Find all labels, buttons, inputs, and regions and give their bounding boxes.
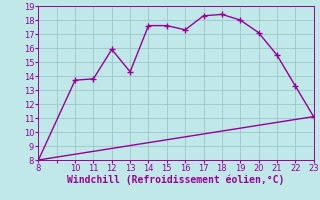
X-axis label: Windchill (Refroidissement éolien,°C): Windchill (Refroidissement éolien,°C) [67, 175, 285, 185]
